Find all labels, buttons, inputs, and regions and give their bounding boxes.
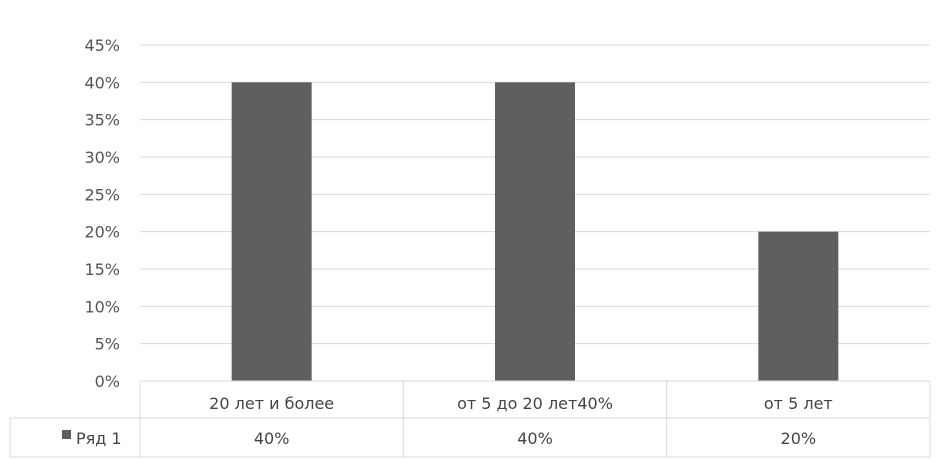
bar: [758, 231, 839, 381]
y-axis-tick-labels: 0% 5% 10% 15% 20% 25% 30% 35% 40% 45%: [84, 36, 120, 391]
category-label: от 5 лет: [764, 394, 833, 413]
category-label: 20 лет и более: [209, 394, 334, 413]
bar: [495, 82, 575, 381]
table-value-label: 20%: [781, 429, 817, 448]
table-value-label: 40%: [517, 429, 553, 448]
y-tick-label: 40%: [84, 73, 120, 92]
bars: [231, 82, 839, 381]
y-tick-label: 45%: [84, 36, 120, 55]
bar: [231, 82, 312, 381]
legend-key: [62, 430, 71, 439]
y-tick-label: 15%: [84, 260, 120, 279]
y-tick-label: 20%: [84, 223, 120, 242]
y-tick-label: 0%: [95, 372, 120, 391]
y-tick-label: 30%: [84, 148, 120, 167]
data-table: 20 лет и более от 5 до 20 лет40% от 5 лет Р…: [9, 380, 931, 458]
y-tick-label: 10%: [84, 297, 120, 316]
y-tick-label: 35%: [84, 111, 120, 130]
y-tick-label: 5%: [95, 335, 120, 354]
category-label: от 5 до 20 лет40%: [457, 394, 613, 413]
table-value-label: 40%: [254, 429, 290, 448]
legend-series-name: Ряд 1: [76, 429, 122, 448]
y-tick-label: 25%: [84, 185, 120, 204]
